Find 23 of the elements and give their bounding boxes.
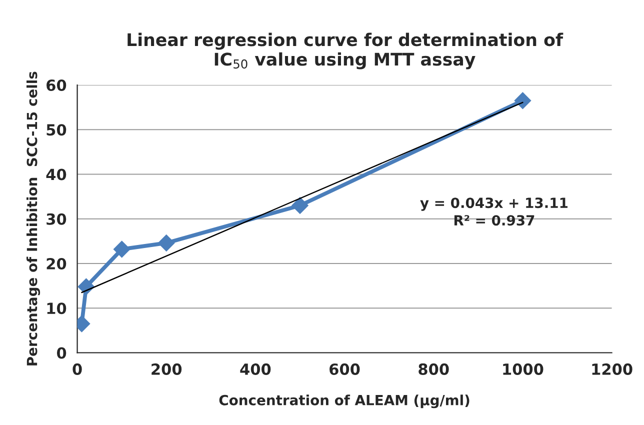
annotation: y = 0.043x + 13.11 xyxy=(420,198,568,211)
x-tick-label: 800 xyxy=(418,363,449,375)
point xyxy=(158,234,175,252)
point xyxy=(292,197,308,214)
x-tick-label: 600 xyxy=(330,363,360,375)
x-axis-title: Concentration of ALEAM (µg/ml) xyxy=(219,394,470,408)
point xyxy=(514,92,532,109)
y-tick-label: 40 xyxy=(46,168,66,180)
y-tick-label: 20 xyxy=(46,258,66,270)
x-tick-label: 0 xyxy=(72,363,82,375)
annotation: R² = 0.937 xyxy=(454,215,534,226)
y-tick-label: 0 xyxy=(56,347,66,359)
y-tick-label: 30 xyxy=(46,213,66,225)
point xyxy=(113,240,130,258)
chart-title: Linear regression curve for determination of IC$_{50}$ value using MTT assay xyxy=(128,32,564,70)
x-tick-label: 200 xyxy=(152,363,182,375)
x-tick-label: 1200 xyxy=(592,363,632,375)
x-tick-label: 1000 xyxy=(503,363,544,375)
y-axis-title: Percentage of Inhibition SCC-15 cells xyxy=(26,72,40,366)
y-tick-label: 50 xyxy=(46,124,66,136)
x-tick-label: 400 xyxy=(240,363,271,375)
y-tick-label: 60 xyxy=(46,79,66,92)
y-tick-label: 10 xyxy=(47,302,66,314)
